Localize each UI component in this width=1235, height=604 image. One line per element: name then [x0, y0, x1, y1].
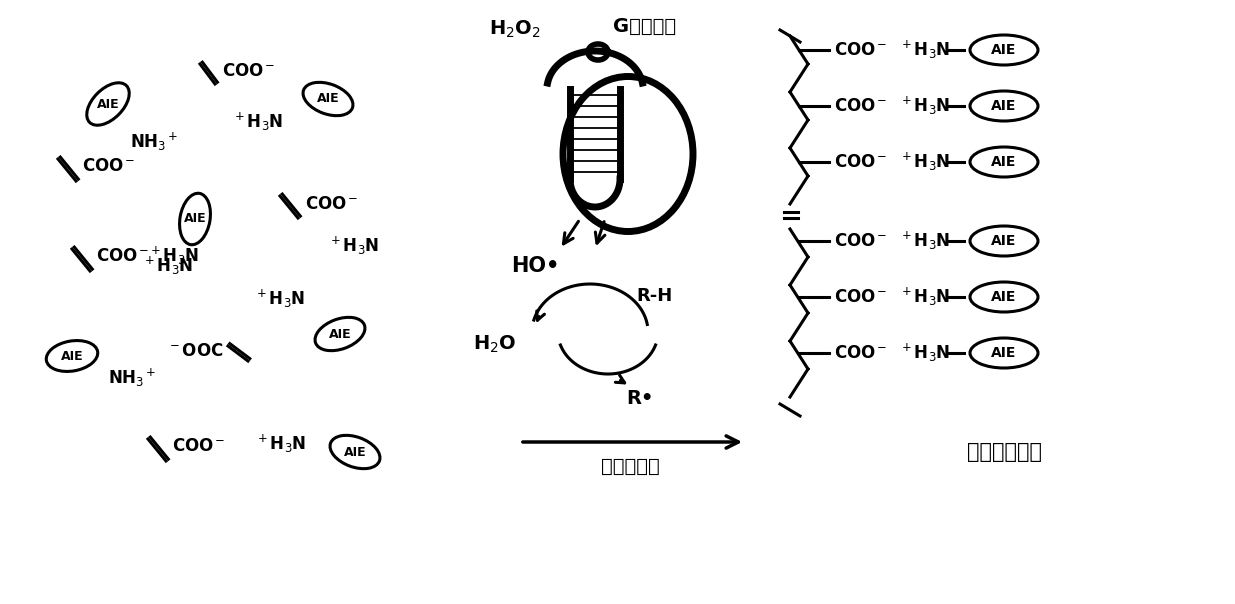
Ellipse shape: [969, 91, 1037, 121]
Text: $^+$H$_3$N: $^+$H$_3$N: [253, 288, 305, 310]
Text: COO$^-$: COO$^-$: [82, 157, 136, 175]
Text: NH$_3$$^+$: NH$_3$$^+$: [107, 367, 157, 389]
Text: R•: R•: [626, 390, 653, 408]
Text: 自由基聚合: 自由基聚合: [600, 457, 659, 475]
Text: COO$^-$: COO$^-$: [834, 153, 888, 171]
Text: COO$^-$: COO$^-$: [305, 195, 358, 213]
Text: AIE: AIE: [329, 327, 351, 341]
Text: $^+$H$_3$N: $^+$H$_3$N: [899, 95, 951, 117]
Text: COO$^-$: COO$^-$: [834, 41, 888, 59]
Text: COO$^-$: COO$^-$: [834, 288, 888, 306]
Ellipse shape: [86, 83, 130, 125]
Text: AIE: AIE: [992, 155, 1016, 169]
Text: R-H: R-H: [637, 287, 673, 305]
Text: NH$_3$$^+$: NH$_3$$^+$: [130, 131, 178, 153]
Ellipse shape: [330, 435, 380, 469]
Ellipse shape: [46, 341, 98, 371]
Text: AIE: AIE: [343, 446, 367, 458]
Text: $^+$H$_3$N: $^+$H$_3$N: [899, 151, 951, 173]
Ellipse shape: [969, 147, 1037, 177]
Text: $^+$H$_3$N: $^+$H$_3$N: [899, 39, 951, 61]
Text: AIE: AIE: [992, 99, 1016, 113]
Text: AIE: AIE: [61, 350, 83, 362]
Text: $^+$H$_3$N: $^+$H$_3$N: [899, 342, 951, 364]
Text: $^+$H$_3$N: $^+$H$_3$N: [329, 235, 379, 257]
Ellipse shape: [969, 226, 1037, 256]
Text: G四链体酶: G四链体酶: [614, 16, 677, 36]
Text: AIE: AIE: [96, 97, 120, 111]
Text: COO$^-$: COO$^-$: [834, 344, 888, 362]
Text: 聚集诱导发光: 聚集诱导发光: [967, 442, 1041, 462]
Text: $^+$H$_3$N: $^+$H$_3$N: [254, 433, 306, 455]
Text: $^+$H$_3$N: $^+$H$_3$N: [148, 245, 199, 267]
Text: $^+$H$_3$N: $^+$H$_3$N: [899, 286, 951, 308]
Ellipse shape: [969, 338, 1037, 368]
Text: AIE: AIE: [992, 290, 1016, 304]
Ellipse shape: [969, 282, 1037, 312]
Text: AIE: AIE: [992, 43, 1016, 57]
Text: COO$^-$: COO$^-$: [834, 232, 888, 250]
Text: $^+$H$_3$N: $^+$H$_3$N: [899, 230, 951, 252]
Text: $^-$OOC: $^-$OOC: [167, 342, 224, 360]
Ellipse shape: [179, 193, 210, 245]
Text: $^+$H$_3$N: $^+$H$_3$N: [142, 255, 194, 277]
Text: COO$^-$: COO$^-$: [172, 437, 226, 455]
Text: AIE: AIE: [992, 234, 1016, 248]
Text: HO•: HO•: [511, 256, 559, 276]
Ellipse shape: [303, 82, 353, 116]
Text: COO$^-$: COO$^-$: [96, 247, 149, 265]
Text: AIE: AIE: [992, 346, 1016, 360]
Text: COO$^-$: COO$^-$: [222, 62, 275, 80]
Ellipse shape: [315, 317, 366, 351]
Ellipse shape: [969, 35, 1037, 65]
Text: H$_2$O$_2$: H$_2$O$_2$: [489, 18, 541, 40]
Text: COO$^-$: COO$^-$: [834, 97, 888, 115]
Text: AIE: AIE: [316, 92, 340, 106]
Text: H$_2$O: H$_2$O: [473, 333, 516, 355]
Text: $^+$H$_3$N: $^+$H$_3$N: [232, 111, 283, 133]
Text: AIE: AIE: [184, 213, 206, 225]
